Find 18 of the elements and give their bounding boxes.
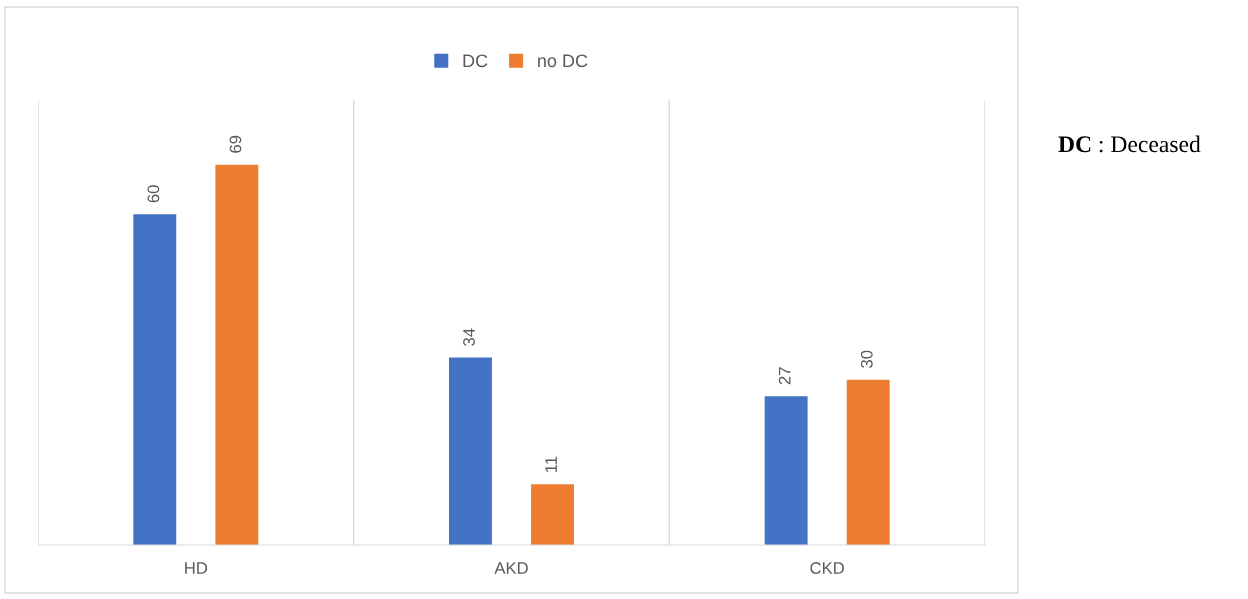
data-label: 11 <box>545 456 557 472</box>
data-label: 27 <box>778 367 791 385</box>
bar <box>846 379 890 545</box>
data-label: 34 <box>463 328 475 346</box>
data-label: 30 <box>860 350 873 368</box>
x-tick-label: CKD <box>810 562 844 574</box>
bar <box>764 396 808 545</box>
x-tick-label: AKD <box>494 562 528 574</box>
text: DC : Deceased <box>1058 135 1201 153</box>
x-tick-label: HD <box>185 562 208 574</box>
legend-label: no DC <box>538 54 588 68</box>
bar <box>531 484 574 545</box>
data-label: 60 <box>147 185 160 203</box>
legend-label: DC <box>463 54 488 68</box>
bar <box>215 164 259 545</box>
bar <box>133 214 177 545</box>
bar <box>449 357 492 545</box>
data-label: 69 <box>229 135 242 153</box>
